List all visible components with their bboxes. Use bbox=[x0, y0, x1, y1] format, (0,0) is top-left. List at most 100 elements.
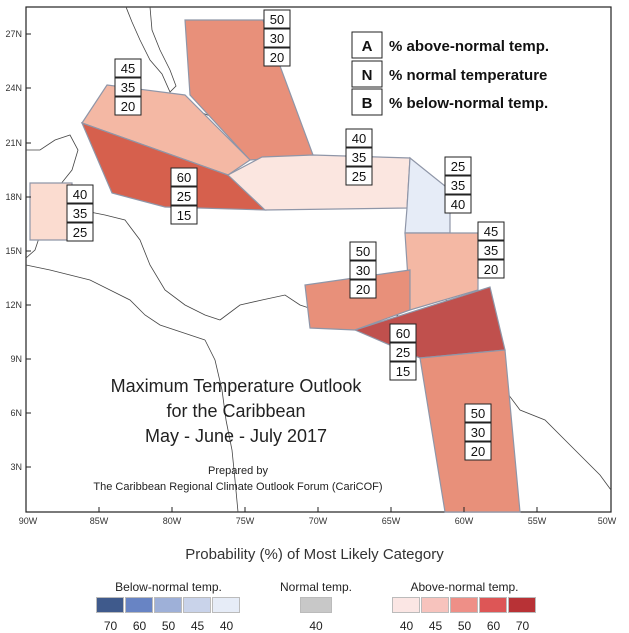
key-label-below: % below-normal temp. bbox=[389, 95, 548, 112]
latitude-labels: 27N 24N 21N 18N 15N 12N 9N 6N 3N bbox=[5, 29, 22, 472]
prob-box-bahamas: 50 30 20 bbox=[263, 9, 291, 67]
key-letter-b: B bbox=[362, 95, 373, 112]
credit-line-2: The Caribbean Regional Climate Outlook F… bbox=[93, 481, 382, 493]
title-line-3: May - June - July 2017 bbox=[145, 426, 327, 446]
prob-above: 40 bbox=[352, 131, 366, 146]
prob-below: 20 bbox=[471, 444, 485, 459]
legend-swatch bbox=[183, 597, 211, 613]
legend-swatch bbox=[450, 597, 478, 613]
prob-above: 45 bbox=[121, 61, 135, 76]
lon-label: 75W bbox=[236, 516, 255, 526]
legend-value: 60 bbox=[486, 619, 501, 633]
legend-value: 50 bbox=[161, 619, 176, 633]
key-label-normal: % normal temperature bbox=[389, 67, 547, 84]
prob-below: 25 bbox=[73, 225, 87, 240]
prob-box-northern-leewards: 25 35 40 bbox=[444, 156, 472, 214]
legend-below-values: 70 60 50 45 40 bbox=[96, 619, 241, 633]
legend-value: 40 bbox=[219, 619, 234, 633]
legend-value: 45 bbox=[190, 619, 205, 633]
colombia-pacific-coast bbox=[204, 339, 239, 513]
prob-below: 40 bbox=[451, 197, 465, 212]
prob-normal: 35 bbox=[484, 243, 498, 258]
legend-normal: Normal temp. 40 bbox=[280, 580, 352, 633]
probability-boxes: 50 30 20 45 35 20 60 25 15 40 35 bbox=[66, 9, 505, 461]
prob-box-central-caribbean: 60 25 15 bbox=[170, 167, 198, 225]
map-title: Maximum Temperature Outlook for the Cari… bbox=[93, 376, 382, 493]
prob-below: 20 bbox=[121, 99, 135, 114]
legend-above-values: 40 45 50 60 70 bbox=[392, 619, 537, 633]
legend-below-label: Below-normal temp. bbox=[115, 580, 222, 594]
lat-label: 27N bbox=[5, 29, 22, 39]
lat-label: 12N bbox=[5, 300, 22, 310]
legend-normal-swatches bbox=[280, 597, 352, 613]
prob-above: 50 bbox=[270, 12, 284, 27]
lat-label: 18N bbox=[5, 192, 22, 202]
legend-swatch bbox=[508, 597, 536, 613]
prob-box-cuba-west: 45 35 20 bbox=[114, 58, 142, 116]
region-central-caribbean bbox=[80, 121, 267, 211]
prob-normal: 30 bbox=[471, 425, 485, 440]
title-line-1: Maximum Temperature Outlook bbox=[111, 376, 363, 396]
prob-normal: 30 bbox=[270, 31, 284, 46]
prob-box-windwards: 45 35 20 bbox=[477, 221, 505, 279]
longitude-labels: 90W 85W 80W 75W 70W 65W 60W 55W 50W bbox=[19, 516, 617, 526]
prob-above: 50 bbox=[356, 244, 370, 259]
prob-above: 25 bbox=[451, 159, 465, 174]
prob-box-guianas: 50 30 20 bbox=[464, 403, 492, 461]
prob-below: 20 bbox=[484, 262, 498, 277]
key-letter-a: A bbox=[362, 38, 373, 55]
title-line-2: for the Caribbean bbox=[166, 401, 305, 421]
prob-above: 60 bbox=[396, 326, 410, 341]
prob-below: 15 bbox=[396, 364, 410, 379]
lat-label: 15N bbox=[5, 246, 22, 256]
lon-label: 60W bbox=[455, 516, 474, 526]
lon-label: 70W bbox=[309, 516, 328, 526]
legend-above-swatches bbox=[392, 597, 537, 613]
florida-coast bbox=[125, 6, 177, 93]
prob-above: 50 bbox=[471, 406, 485, 421]
legend-swatch bbox=[96, 597, 124, 613]
legend-swatch bbox=[154, 597, 182, 613]
prob-above: 60 bbox=[177, 170, 191, 185]
legend-value: 60 bbox=[132, 619, 147, 633]
prob-box-trinidad: 60 25 15 bbox=[389, 323, 417, 381]
key-letter-n: N bbox=[362, 67, 373, 84]
prob-normal: 30 bbox=[356, 263, 370, 278]
legend-swatch bbox=[212, 597, 240, 613]
prob-normal: 25 bbox=[396, 345, 410, 360]
legend-value: 70 bbox=[515, 619, 530, 633]
legend-below-normal: Below-normal temp. 70 60 50 45 40 bbox=[96, 580, 241, 633]
prob-below: 15 bbox=[177, 208, 191, 223]
legend-swatch bbox=[479, 597, 507, 613]
lon-label: 85W bbox=[90, 516, 109, 526]
prob-normal: 35 bbox=[451, 178, 465, 193]
lon-label: 90W bbox=[19, 516, 38, 526]
lat-label: 24N bbox=[5, 83, 22, 93]
lon-label: 65W bbox=[382, 516, 401, 526]
legend-swatch bbox=[125, 597, 153, 613]
outlook-regions bbox=[29, 19, 521, 513]
lon-label: 50W bbox=[598, 516, 617, 526]
prob-normal: 35 bbox=[352, 150, 366, 165]
prob-above: 40 bbox=[73, 187, 87, 202]
legend-value: 70 bbox=[103, 619, 118, 633]
legend-swatch bbox=[299, 597, 332, 613]
tick-marks bbox=[25, 33, 612, 512]
outlook-map: 27N 24N 21N 18N 15N 12N 9N 6N 3N 90W 85W… bbox=[5, 6, 617, 526]
legend-value: 50 bbox=[457, 619, 472, 633]
lat-label: 9N bbox=[10, 354, 22, 364]
category-key: A N B % above-normal temp. % normal temp… bbox=[351, 31, 549, 116]
legend-value: 40 bbox=[309, 619, 323, 633]
lat-label: 21N bbox=[5, 138, 22, 148]
prob-below: 25 bbox=[352, 169, 366, 184]
legend-below-swatches bbox=[96, 597, 241, 613]
lat-label: 6N bbox=[10, 408, 22, 418]
legend-normal-label: Normal temp. bbox=[280, 580, 353, 594]
legend-above-normal: Above-normal temp. 40 45 50 60 70 bbox=[392, 580, 537, 633]
region-belize bbox=[29, 182, 73, 241]
legend-swatch bbox=[392, 597, 420, 613]
lon-label: 55W bbox=[528, 516, 547, 526]
prob-box-hispaniola-pr: 40 35 25 bbox=[345, 128, 373, 186]
prob-normal: 25 bbox=[177, 189, 191, 204]
prob-below: 20 bbox=[270, 50, 284, 65]
